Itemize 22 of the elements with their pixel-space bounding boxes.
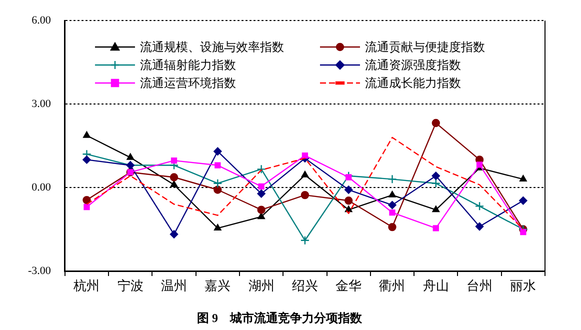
x-tick-label: 宁波 [117,278,144,294]
legend-label: 流通运营环境指数 [140,74,236,92]
x-tick-label: 台州 [466,278,493,294]
legend-label: 流通规模、设施与效率指数 [140,38,284,56]
x-tick-label: 衢州 [379,278,406,294]
y-tick-label: 0.00 [32,181,52,194]
x-tick-label: 湖州 [248,278,274,294]
x-tick-label: 金华 [336,278,362,294]
y-tick-label: 3.00 [32,98,52,110]
legend-label: 流通贡献与便捷度指数 [364,38,485,56]
y-tick-label: -3.00 [28,264,52,277]
y-tick-label: 6.00 [32,14,52,26]
legend-label: 流通成长能力指数 [364,74,461,92]
text: 图 9 城市流通竞争力分项指数 [197,310,363,325]
legend-label: 流通资源强度指数 [364,56,461,74]
x-tick-label: 丽水 [510,278,536,294]
legend-label: 流通辐射能力指数 [140,56,236,74]
x-tick-label: 舟山 [422,278,449,294]
x-tick-label: 嘉兴 [204,278,231,294]
x-tick-label: 杭州 [72,278,100,294]
x-tick-label: 温州 [161,278,188,294]
x-tick-label: 绍兴 [292,278,318,294]
